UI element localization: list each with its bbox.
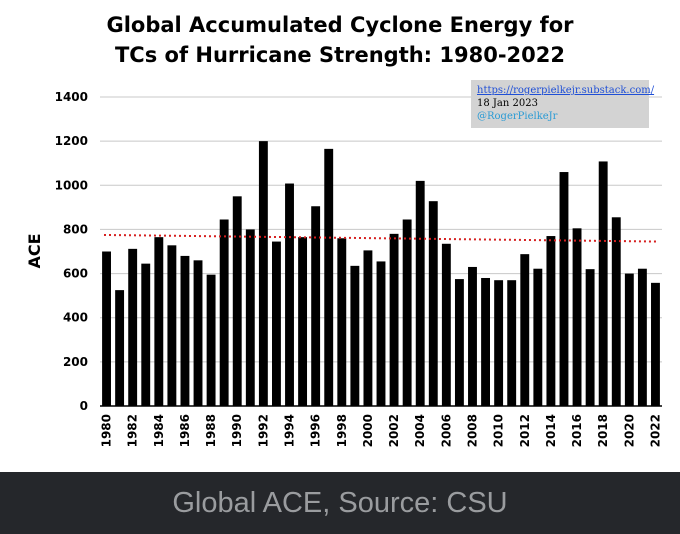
x-tick-label: 2000: [361, 414, 375, 447]
bar-1987: [193, 260, 203, 406]
bar-1985: [167, 245, 177, 406]
trend-line-path: [103, 233, 659, 243]
source-box: https://rogerpielkejr.substack.com/ 18 J…: [471, 80, 655, 128]
y-tick-label: 0: [80, 399, 88, 413]
chart-title-line-2: TCs of Hurricane Strength: 1980-2022: [115, 43, 565, 67]
source-handle: @RogerPielkeJr: [477, 111, 558, 122]
bar-2020: [624, 273, 634, 406]
bar-1981: [115, 290, 125, 406]
bar-2011: [507, 280, 517, 406]
bar-2007: [454, 279, 464, 406]
bar-1995: [298, 237, 308, 406]
bar-2021: [637, 268, 647, 406]
x-tick-label: 2008: [465, 414, 479, 447]
bar-2012: [520, 254, 530, 406]
y-tick-label: 1000: [55, 178, 88, 192]
x-tick-label: 2020: [622, 414, 636, 447]
x-tick-label: 1986: [178, 414, 192, 447]
bar-2004: [415, 180, 425, 406]
y-tick-label: 400: [63, 311, 88, 325]
x-tick-label: 2010: [492, 414, 506, 447]
bar-2001: [376, 261, 386, 406]
bar-2018: [598, 161, 608, 406]
y-axis-label: ACE: [25, 233, 44, 268]
bar-2013: [533, 268, 543, 406]
bar-2017: [585, 269, 595, 406]
x-tick-label: 1992: [256, 414, 270, 447]
bar-1983: [141, 263, 151, 406]
source-date: 18 Jan 2023: [477, 98, 538, 109]
x-tick-label: 1984: [152, 414, 166, 447]
bar-2019: [611, 217, 621, 406]
bar-2016: [572, 228, 582, 406]
bar-2002: [389, 233, 399, 406]
x-tick-label: 1982: [126, 414, 140, 447]
x-tick-label: 2022: [648, 414, 662, 447]
x-tick-label: 1980: [100, 414, 114, 447]
x-tick-label: 1994: [283, 414, 297, 447]
bar-1998: [337, 238, 347, 406]
bar-1986: [180, 255, 190, 406]
y-tick-label: 1200: [55, 134, 88, 148]
bar-1992: [258, 141, 268, 406]
source-url-link[interactable]: https://rogerpielkejr.substack.com/: [477, 85, 655, 96]
bar-2010: [494, 280, 504, 406]
x-tick-label: 2002: [387, 414, 401, 447]
x-tick-label: 2016: [570, 414, 584, 447]
bar-2008: [468, 266, 477, 406]
bar-1999: [350, 265, 360, 406]
caption-bar: Global ACE, Source: CSU: [0, 472, 680, 534]
x-tick-label: 2006: [439, 414, 453, 447]
bar-1988: [206, 274, 216, 406]
trend-line: [103, 233, 659, 243]
bar-1990: [232, 196, 242, 406]
x-tick-label: 1998: [335, 414, 349, 447]
y-tick-label: 200: [63, 355, 88, 369]
y-tick-labels: 0 200 400 600 800 1000 1200 1400: [55, 90, 88, 413]
y-tick-label: 1400: [55, 90, 88, 104]
image-caption: Global ACE, Source: CSU: [172, 486, 508, 519]
x-tick-label: 1988: [204, 414, 218, 447]
bar-1991: [245, 229, 255, 406]
x-tick-label: 2004: [413, 414, 427, 447]
chart-area: Global Accumulated Cyclone Energy for TC…: [25, 13, 663, 448]
ace-bar-chart: Global Accumulated Cyclone Energy for TC…: [25, 13, 663, 447]
bar-2003: [402, 219, 412, 406]
y-tick-label: 600: [63, 267, 88, 281]
bar-1980: [102, 251, 111, 406]
bar-2014: [546, 236, 556, 406]
x-tick-label: 2014: [544, 414, 558, 447]
bar-2005: [428, 201, 438, 406]
bar-1993: [271, 241, 281, 406]
bar-1989: [219, 219, 229, 406]
bar-2009: [481, 277, 491, 406]
bar-1997: [324, 148, 334, 406]
bar-1982: [128, 248, 138, 406]
x-tick-label: 1990: [230, 414, 244, 447]
x-tick-label: 2018: [596, 414, 610, 447]
x-tick-label: 1996: [309, 414, 323, 447]
bar-2022: [651, 282, 660, 406]
bar-2015: [559, 172, 569, 406]
x-tick-label: 2012: [518, 414, 532, 447]
x-tick-labels: 1980 1982 1984 1986 1988 1990 1992 1994 1996 1998…: [100, 414, 663, 447]
bar-1996: [311, 206, 321, 406]
bar-1984: [154, 237, 164, 406]
bar-1994: [285, 183, 294, 406]
chart-title-line-1: Global Accumulated Cyclone Energy for: [106, 13, 574, 37]
bar-2006: [441, 243, 451, 406]
y-tick-label: 800: [63, 222, 88, 236]
bars: [102, 141, 660, 406]
bar-2000: [363, 250, 373, 406]
